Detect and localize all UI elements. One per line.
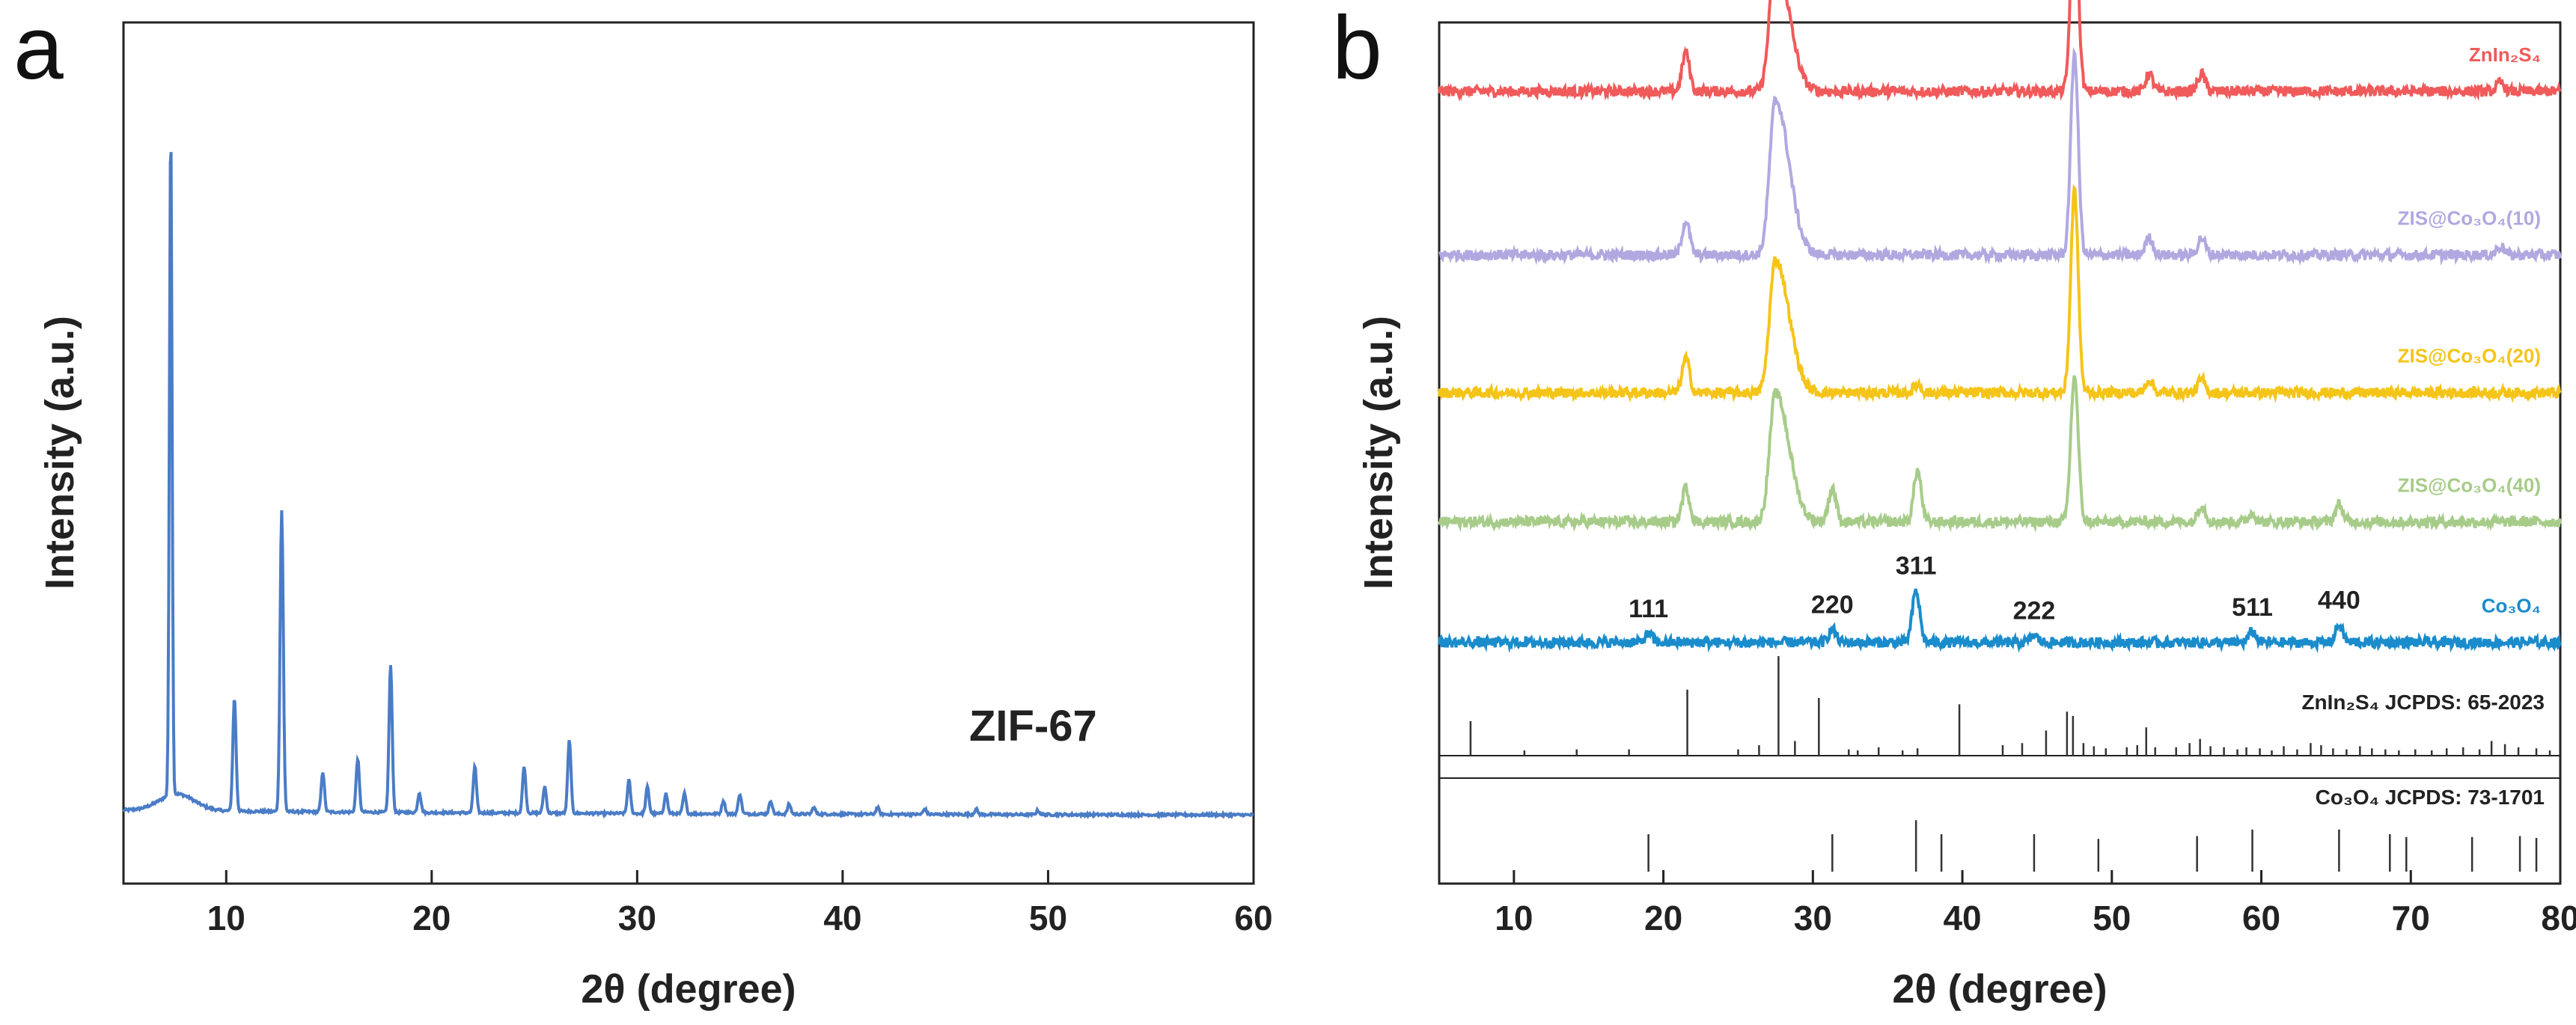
panel-a-x-tick-label: 20 xyxy=(412,899,451,937)
panel-b-x-ticks: 10 20 30 40 50 60 70 80 xyxy=(1495,870,2576,937)
panel-b-reference-group: ZnIn₂S₄ JCPDS: 65-2023 Co₃O₄ JCPDS: 73-17… xyxy=(1469,656,2551,872)
panel-b-x-tick-label: 30 xyxy=(1794,899,1832,937)
panel-b-x-tick-label: 20 xyxy=(1644,899,1682,937)
panel-b-series-group: ZnIn₂S₄ ZIS@Co₃O₄(10) ZIS@Co₃O₄(20) ZIS@Co₃… xyxy=(1438,0,2562,654)
panel-b-y-axis-label: Intensity (a.u.) xyxy=(1356,316,1401,590)
panel-a-letter: a xyxy=(13,0,64,98)
panel-b-x-tick-label: 80 xyxy=(2541,899,2576,937)
panel-b-x-tick-label: 50 xyxy=(2093,899,2131,937)
panel-b-plot-frame xyxy=(1438,21,2562,885)
panel-b-reference-label: ZnIn₂S₄ JCPDS: 65-2023 xyxy=(2301,691,2545,714)
panel-b-x-tick-label: 60 xyxy=(2242,899,2280,937)
panel-b-series-label: ZnIn₂S₄ xyxy=(2469,43,2541,66)
panel-b-series-line xyxy=(1438,183,2562,403)
panel-b-peak-label: 511 xyxy=(2232,593,2273,622)
panel-a-x-tick-label: 40 xyxy=(823,899,861,937)
panel-b-chart: 10 20 30 40 50 60 70 80 ZnIn₂S₄ ZIS@Co₃O₄(10) ZIS… xyxy=(1356,0,2576,1012)
panel-b-x-tick-label: 10 xyxy=(1495,899,1533,937)
panel-a-chart: 10 20 30 40 50 60 ZIF-67 2θ (degree) Intensit… xyxy=(37,21,1273,1012)
panel-b-peak-label: 311 xyxy=(1896,552,1937,581)
panel-b-x-axis-label: 2θ (degree) xyxy=(1892,967,2107,1012)
panel-a-series-label: ZIF-67 xyxy=(969,702,1097,750)
panel-b-series-line xyxy=(1438,588,2562,654)
panel-b-series-label: ZIS@Co₃O₄(40) xyxy=(2398,474,2541,496)
panel-b-peak-label: 222 xyxy=(2013,597,2056,625)
panel-b-series-label: ZIS@Co₃O₄(20) xyxy=(2398,345,2541,367)
panel-b-series-label: Co₃O₄ xyxy=(2482,594,2541,616)
panel-b-x-tick-label: 40 xyxy=(1943,899,1981,937)
panel-a-x-axis-label: 2θ (degree) xyxy=(581,967,796,1012)
panel-b-peak-labels: 111 220 311 222 511 440 xyxy=(1629,552,2360,625)
panel-a-x-ticks: 10 20 30 40 50 60 xyxy=(207,870,1273,937)
panel-a-zif67-pattern xyxy=(122,152,1254,820)
panel-b-series-line xyxy=(1438,0,2562,102)
panel-b-series-line xyxy=(1438,46,2562,266)
panel-b-peak-label: 111 xyxy=(1629,595,1668,623)
panel-a-y-axis-label: Intensity (a.u.) xyxy=(37,316,82,590)
panel-b-x-tick-label: 70 xyxy=(2392,899,2430,937)
panel-b-peak-label: 220 xyxy=(1811,590,1854,619)
panel-a-x-tick-label: 10 xyxy=(207,899,245,937)
panel-b-letter: b xyxy=(1332,0,1382,98)
panel-a-x-tick-label: 60 xyxy=(1234,899,1272,937)
panel-b-reference-label: Co₃O₄ JCPDS: 73-1701 xyxy=(2316,786,2545,809)
panel-a-x-tick-label: 50 xyxy=(1029,899,1067,937)
panel-a-plot-frame xyxy=(122,21,1255,885)
panel-b-series-label: ZIS@Co₃O₄(10) xyxy=(2398,206,2541,229)
panel-a-x-tick-label: 30 xyxy=(618,899,656,937)
panel-b-peak-label: 440 xyxy=(2318,587,2360,615)
panel-b-series-line xyxy=(1438,375,2562,533)
